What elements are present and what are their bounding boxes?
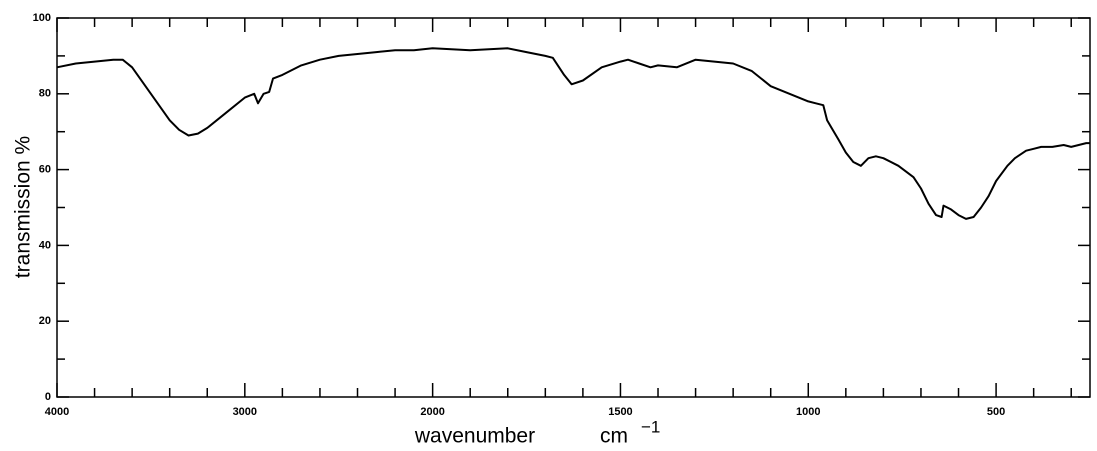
spectrum-line — [56, 47, 1090, 220]
x-tick-label: 1500 — [608, 406, 632, 418]
x-axis-title: wavenumber — [414, 425, 535, 448]
plot-frame — [56, 17, 1091, 398]
y-axis-title: transmission % — [12, 136, 35, 278]
y-tick-label: 40 — [39, 239, 51, 251]
y-tick-label: 0 — [45, 391, 51, 403]
x-tick-label: 1000 — [796, 406, 820, 418]
y-tick-label: 80 — [39, 88, 51, 100]
y-tick-label: 60 — [39, 164, 51, 176]
x-tick-label: 3000 — [233, 406, 257, 418]
x-axis-unit: cm — [600, 425, 628, 448]
y-tick-label: 20 — [39, 315, 51, 327]
x-axis-unit-power: −1 — [641, 417, 660, 436]
y-tick-label: 100 — [33, 12, 51, 24]
x-tick-label: 2000 — [420, 406, 444, 418]
x-tick-label: 4000 — [45, 406, 69, 418]
x-tick-label: 500 — [987, 406, 1005, 418]
